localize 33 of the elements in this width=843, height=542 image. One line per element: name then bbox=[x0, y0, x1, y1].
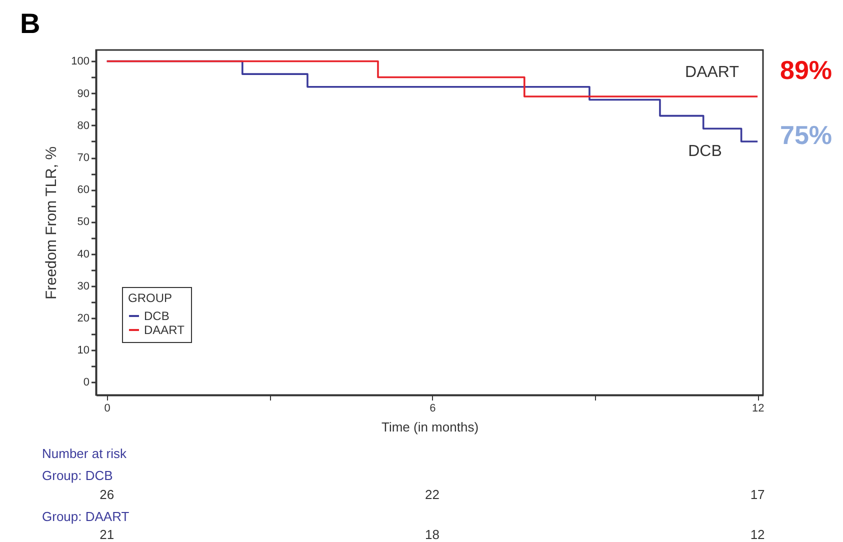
x-tick-label: 12 bbox=[752, 402, 764, 414]
y-tick-label: 30 bbox=[77, 280, 90, 292]
text: DCB bbox=[688, 143, 722, 160]
text: B bbox=[20, 8, 40, 40]
legend-label: DCB bbox=[144, 309, 170, 323]
y-axis-title: Freedom From TLR, % bbox=[43, 146, 60, 300]
text: DAART bbox=[685, 64, 739, 81]
x-tick-label: 0 bbox=[104, 402, 110, 414]
y-tick-label: 10 bbox=[77, 344, 90, 357]
y-tick-label: 50 bbox=[77, 216, 90, 228]
y-tick-label: 0 bbox=[83, 376, 90, 389]
text: 89% bbox=[780, 55, 832, 86]
text: 18 bbox=[424, 527, 440, 542]
y-tick-label: 20 bbox=[77, 312, 90, 324]
text: 26 bbox=[100, 487, 114, 502]
y-tick-label: 60 bbox=[77, 184, 90, 196]
legend-title: GROUP bbox=[128, 291, 172, 305]
text: 17 bbox=[750, 487, 765, 502]
legend-label: DAART bbox=[144, 323, 186, 337]
text: 75% bbox=[780, 120, 832, 151]
text: Group: DAART bbox=[42, 509, 130, 524]
text: 21 bbox=[100, 527, 114, 542]
y-tick-label: 80 bbox=[77, 120, 90, 132]
y-tick-label: 70 bbox=[77, 152, 90, 164]
y-tick-label: 40 bbox=[77, 248, 90, 260]
text: Number at risk bbox=[42, 446, 127, 461]
y-tick-label: 90 bbox=[77, 88, 90, 100]
text: 22 bbox=[424, 487, 440, 502]
y-tick-label: 100 bbox=[71, 56, 90, 68]
text: Group: DCB bbox=[42, 468, 113, 483]
x-axis-title: Time (in months) bbox=[381, 420, 479, 434]
x-tick-label: 6 bbox=[430, 402, 436, 414]
text: 12 bbox=[750, 527, 765, 542]
